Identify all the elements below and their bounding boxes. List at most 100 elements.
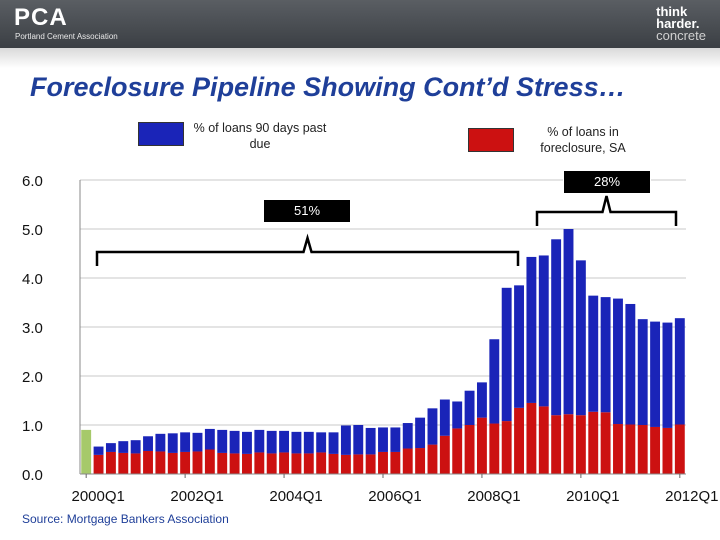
x-tick-label: 2010Q1 [566,488,619,505]
bar-foreclosure [192,451,203,474]
bar-foreclosure [489,423,500,474]
header-bar: PCA Portland Cement Association think ha… [0,0,720,48]
bar-delinquent [514,285,524,408]
legend-label-foreclosure: % of loans in foreclosure, SA [540,125,626,155]
bar-delinquent [378,427,388,452]
bar-foreclosure [674,424,685,474]
bar-foreclosure [328,453,339,474]
bar-delinquent [662,322,673,428]
logo-subtitle: Portland Cement Association [15,32,118,41]
bar-delinquent [588,295,599,412]
tagline-line-2: harder. [656,16,700,31]
bar-foreclosure [637,425,648,474]
bar-foreclosure [81,429,92,474]
bar-foreclosure [650,426,661,474]
y-tick-label: 6.0 [22,173,43,190]
bar-delinquent [130,440,141,454]
bar-foreclosure [464,425,475,474]
bar-delinquent [353,425,364,455]
bar-delinquent [365,427,376,455]
legend-swatch-foreclosure [468,128,514,152]
bar-foreclosure [353,454,364,474]
bar-delinquent [242,431,252,454]
bar-delinquent [93,446,104,455]
annotation-51-percent: 51% [263,199,351,223]
bar-delinquent [439,399,450,436]
header-strip [0,48,720,68]
bar-foreclosure [662,427,673,474]
bar-delinquent [143,436,153,451]
bar-delinquent [501,287,512,422]
tagline-line-3: concrete [656,28,706,43]
bar-delinquent [526,256,537,403]
bar-foreclosure [365,454,376,474]
bar-foreclosure [538,406,549,474]
bar-foreclosure [340,454,351,474]
bar-delinquent [650,321,661,427]
y-tick-label: 0.0 [22,467,43,484]
bar-foreclosure [155,451,166,474]
bar-delinquent [303,431,314,454]
bar-foreclosure [452,428,463,474]
bar-delinquent [105,443,116,452]
annotation-28-percent: 28% [563,170,651,194]
bar-delinquent [291,431,302,454]
bar-delinquent [328,432,339,454]
bar-delinquent [489,339,500,424]
bar-delinquent [613,298,623,425]
y-tick-label: 3.0 [22,320,43,337]
bar-delinquent [155,433,166,452]
bar-foreclosure [402,448,413,474]
bar-foreclosure [439,435,450,474]
bar-delinquent [476,382,487,418]
bar-delinquent [427,408,438,445]
bar-foreclosure [378,451,388,474]
bar-delinquent [316,432,327,453]
y-tick-label: 2.0 [22,369,43,386]
tagline-line-1: think [656,4,688,19]
bar-foreclosure [526,402,537,474]
bar-delinquent [217,429,228,453]
bar-foreclosure [167,452,178,474]
x-tick-label: 2008Q1 [467,488,520,505]
bar-foreclosure [254,452,265,474]
x-tick-label: 2012Q1 [665,488,718,505]
x-tick-label: 2000Q1 [71,488,124,505]
bar-delinquent [452,401,463,429]
bar-foreclosure [229,453,240,474]
bar-foreclosure [563,414,574,474]
bar-foreclosure [551,415,562,474]
bar-foreclosure [588,411,599,474]
bar-foreclosure [217,452,228,474]
bar-delinquent [538,255,549,407]
bracket-28-percent [535,195,678,226]
y-tick-label: 5.0 [22,222,43,239]
bar-delinquent [551,239,562,416]
bar-foreclosure [501,421,512,474]
bar-foreclosure [613,424,623,474]
bar-delinquent [563,229,574,415]
bar-delinquent [180,432,191,452]
bar-foreclosure [427,444,438,474]
bar-foreclosure [514,407,524,474]
bar-delinquent [600,297,611,413]
bar-delinquent [390,427,401,452]
bar-foreclosure [390,451,401,474]
bar-foreclosure [303,453,314,474]
bar-delinquent [674,318,685,425]
bar-foreclosure [279,452,290,474]
bar-foreclosure [130,453,141,474]
bar-foreclosure [625,424,636,474]
bar-foreclosure [266,453,277,474]
bar-delinquent [340,425,351,455]
y-tick-label: 4.0 [22,271,43,288]
legend-label-delinquent: % of loans 90 days past due [193,121,327,151]
bar-foreclosure [575,415,586,474]
bar-delinquent [204,428,215,450]
bar-foreclosure [118,452,129,474]
pca-logo: PCA [14,4,68,31]
bar-foreclosure [105,451,116,474]
bar-delinquent [254,429,265,453]
bar-foreclosure [600,412,611,474]
